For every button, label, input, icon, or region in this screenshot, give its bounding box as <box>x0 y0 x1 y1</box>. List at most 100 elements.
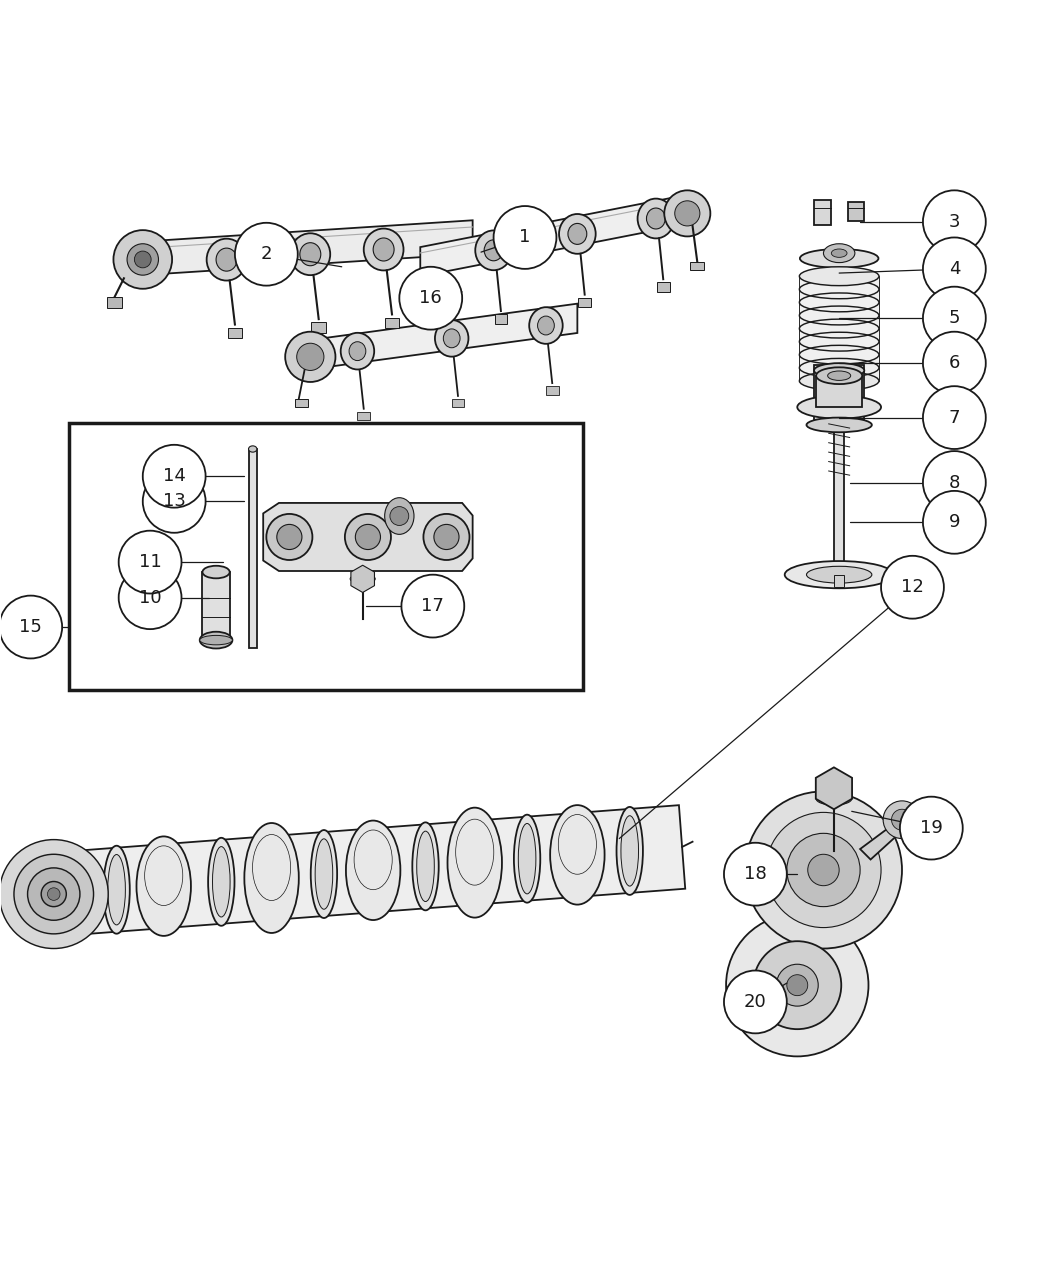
Polygon shape <box>384 317 399 328</box>
Ellipse shape <box>484 240 503 261</box>
Ellipse shape <box>200 631 232 649</box>
Ellipse shape <box>103 845 130 933</box>
Circle shape <box>883 801 921 839</box>
Ellipse shape <box>136 836 191 936</box>
Bar <box>816 376 862 407</box>
Circle shape <box>665 190 711 236</box>
Ellipse shape <box>417 831 435 901</box>
Circle shape <box>119 566 182 629</box>
Ellipse shape <box>637 199 674 238</box>
Polygon shape <box>312 323 327 333</box>
Ellipse shape <box>800 249 879 268</box>
Ellipse shape <box>550 805 605 904</box>
Circle shape <box>143 470 206 533</box>
Bar <box>799 277 879 381</box>
Bar <box>834 423 844 570</box>
Circle shape <box>297 343 324 371</box>
Bar <box>814 365 864 425</box>
Circle shape <box>923 451 986 514</box>
Polygon shape <box>316 303 578 368</box>
Text: 6: 6 <box>948 354 960 372</box>
Circle shape <box>113 230 172 288</box>
Circle shape <box>726 914 868 1057</box>
Circle shape <box>723 843 786 905</box>
Ellipse shape <box>816 793 852 805</box>
Ellipse shape <box>200 635 232 645</box>
Text: 17: 17 <box>421 597 444 615</box>
Text: 12: 12 <box>901 579 924 597</box>
Text: 8: 8 <box>948 473 960 491</box>
Circle shape <box>27 868 80 921</box>
Bar <box>691 261 705 270</box>
Circle shape <box>786 834 860 907</box>
Ellipse shape <box>203 566 230 579</box>
Circle shape <box>900 797 963 859</box>
Text: 16: 16 <box>419 289 442 307</box>
Polygon shape <box>264 502 472 571</box>
Polygon shape <box>579 298 591 307</box>
Circle shape <box>41 881 66 907</box>
Polygon shape <box>357 412 370 421</box>
Ellipse shape <box>823 244 855 263</box>
Ellipse shape <box>814 363 864 377</box>
Polygon shape <box>148 221 472 274</box>
Ellipse shape <box>827 371 851 380</box>
Ellipse shape <box>559 214 595 254</box>
Circle shape <box>786 974 807 996</box>
Circle shape <box>127 244 159 275</box>
Circle shape <box>765 812 881 928</box>
Ellipse shape <box>363 228 403 270</box>
Ellipse shape <box>345 821 400 921</box>
Ellipse shape <box>315 839 333 909</box>
Circle shape <box>675 200 700 226</box>
Polygon shape <box>351 565 375 593</box>
Ellipse shape <box>647 208 666 230</box>
Ellipse shape <box>435 320 468 357</box>
Text: 10: 10 <box>139 589 162 607</box>
Circle shape <box>923 386 986 449</box>
Text: 7: 7 <box>948 408 960 427</box>
Circle shape <box>923 287 986 349</box>
Ellipse shape <box>513 815 541 903</box>
Ellipse shape <box>212 847 230 917</box>
Circle shape <box>923 332 986 394</box>
Circle shape <box>399 266 462 330</box>
Ellipse shape <box>799 266 879 286</box>
Circle shape <box>267 514 313 560</box>
Circle shape <box>923 190 986 254</box>
Circle shape <box>923 491 986 553</box>
Ellipse shape <box>816 367 862 384</box>
Text: 18: 18 <box>744 866 766 884</box>
Circle shape <box>423 514 469 560</box>
Bar <box>847 201 864 221</box>
Circle shape <box>277 524 302 550</box>
Circle shape <box>744 792 902 949</box>
Ellipse shape <box>108 854 125 924</box>
Text: 11: 11 <box>139 553 162 571</box>
Circle shape <box>14 854 93 933</box>
Ellipse shape <box>207 238 247 280</box>
Circle shape <box>434 524 459 550</box>
Ellipse shape <box>621 816 638 886</box>
Ellipse shape <box>538 316 554 335</box>
Ellipse shape <box>529 307 563 344</box>
Ellipse shape <box>476 231 512 270</box>
Polygon shape <box>657 282 670 292</box>
Polygon shape <box>420 196 682 277</box>
Circle shape <box>344 514 391 560</box>
Circle shape <box>881 556 944 618</box>
Text: 2: 2 <box>260 245 272 263</box>
Ellipse shape <box>799 371 879 390</box>
Ellipse shape <box>784 561 894 588</box>
Ellipse shape <box>447 807 502 918</box>
Circle shape <box>235 223 298 286</box>
Ellipse shape <box>291 233 330 275</box>
Bar <box>834 575 844 588</box>
Ellipse shape <box>300 242 321 265</box>
Ellipse shape <box>806 418 871 432</box>
Text: 13: 13 <box>163 492 186 510</box>
Ellipse shape <box>373 238 394 261</box>
Text: 3: 3 <box>948 213 960 231</box>
Ellipse shape <box>216 249 237 272</box>
Ellipse shape <box>806 566 871 583</box>
